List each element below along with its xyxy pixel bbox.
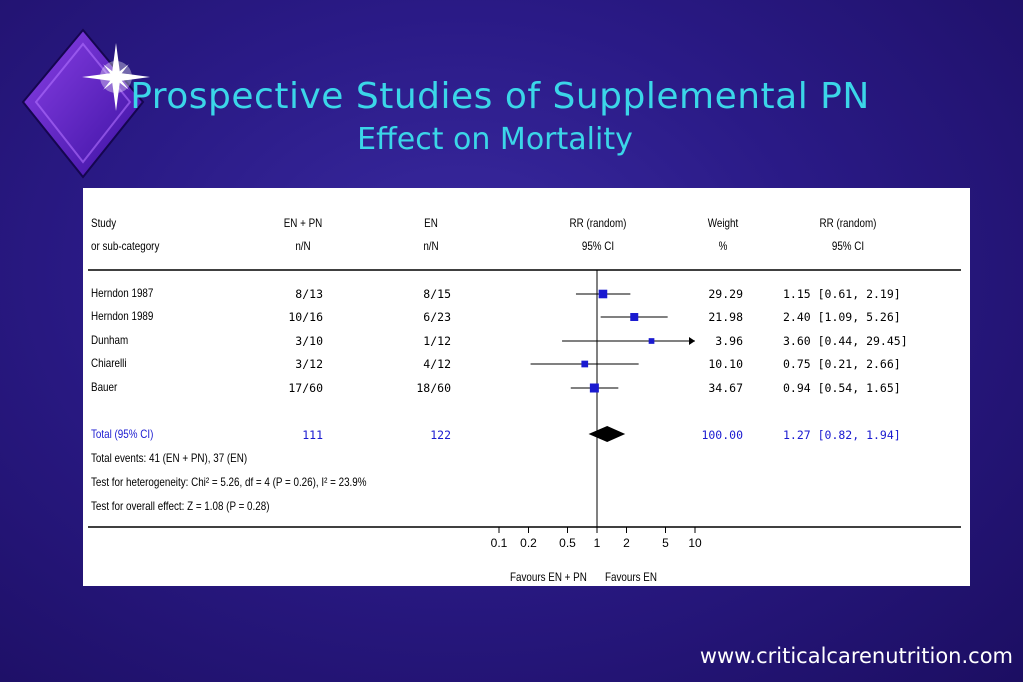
row-study: Chiarelli <box>91 356 127 370</box>
study-marker <box>598 289 608 299</box>
row-weight: 29.29 <box>708 287 743 301</box>
row-study: Dunham <box>91 333 129 347</box>
study-marker <box>630 313 639 321</box>
total-weight: 100.00 <box>701 428 743 442</box>
footer-url: www.criticalcarenutrition.com <box>699 644 1013 668</box>
header-study: Study <box>91 216 117 230</box>
row-study: Herndon 1987 <box>91 286 154 300</box>
row-rr: 3.60 [0.44, 29.45] <box>783 334 908 348</box>
x-tick-label: 0.1 <box>491 536 508 550</box>
x-tick-label: 2 <box>623 536 630 550</box>
total-enpn: 111 <box>302 428 323 442</box>
header-weight: Weight <box>707 216 739 230</box>
header-rr-ci-sub: 95% CI <box>831 239 865 253</box>
total-label: Total (95% CI) <box>91 427 154 441</box>
ci-arrow-icon <box>689 337 695 345</box>
row-rr: 0.94 [0.54, 1.65] <box>783 381 901 395</box>
row-enpn: 3/12 <box>295 357 323 371</box>
header-rr-plot: RR (random) <box>569 216 627 230</box>
row-study: Bauer <box>91 380 118 394</box>
x-tick-label: 5 <box>662 536 669 550</box>
study-marker <box>648 338 655 344</box>
slide-title: Prospective Studies of Supplemental PN <box>130 76 870 117</box>
row-en: 18/60 <box>416 381 451 395</box>
x-tick-label: 0.2 <box>520 536 537 550</box>
row-weight: 34.67 <box>708 381 743 395</box>
header-rr-ci: RR (random) <box>819 216 877 230</box>
x-tick-label: 1 <box>594 536 601 550</box>
row-enpn: 17/60 <box>288 381 323 395</box>
row-study: Herndon 1989 <box>91 309 154 323</box>
row-rr: 2.40 [1.09, 5.26] <box>783 310 901 324</box>
favours-right-label: Favours EN <box>605 570 657 584</box>
header-enpn-sub: n/N <box>295 239 311 253</box>
note-heterogeneity: Test for heterogeneity: Chi² = 5.26, df … <box>91 475 367 489</box>
note-total-events: Total events: 41 (EN + PN), 37 (EN) <box>91 451 248 465</box>
star-diamond-logo <box>21 28 150 179</box>
row-rr: 1.15 [0.61, 2.19] <box>783 287 901 301</box>
row-weight: 10.10 <box>708 357 743 371</box>
x-tick-label: 0.5 <box>559 536 576 550</box>
study-marker <box>589 383 599 393</box>
pooled-diamond <box>588 426 626 442</box>
row-weight: 21.98 <box>708 310 743 324</box>
slide-subtitle: Effect on Mortality <box>357 122 633 157</box>
total-rr: 1.27 [0.82, 1.94] <box>783 428 901 442</box>
study-marker <box>581 360 589 368</box>
forest-plot-panel: 0.1 0.2 0.5 1 2 5 10 Study or sub-category EN … <box>83 188 970 586</box>
sparkle-icon <box>82 43 150 111</box>
note-overall-effect: Test for overall effect: Z = 1.08 (P = 0… <box>91 499 270 513</box>
x-tick-label: 10 <box>688 536 702 550</box>
header-rr-plot-sub: 95% CI <box>581 239 615 253</box>
row-en: 8/15 <box>423 287 451 301</box>
row-enpn: 8/13 <box>295 287 323 301</box>
header-enpn: EN + PN <box>283 216 323 230</box>
row-enpn: 10/16 <box>288 310 323 324</box>
row-en: 4/12 <box>423 357 451 371</box>
total-en: 122 <box>430 428 451 442</box>
row-weight: 3.96 <box>715 334 743 348</box>
header-en-sub: n/N <box>423 239 439 253</box>
row-en: 6/23 <box>423 310 451 324</box>
row-rr: 0.75 [0.21, 2.66] <box>783 357 901 371</box>
header-weight-sub: % <box>718 239 728 253</box>
row-enpn: 3/10 <box>295 334 323 348</box>
header-study-sub: or sub-category <box>91 239 160 253</box>
header-en: EN <box>424 216 438 230</box>
row-en: 1/12 <box>423 334 451 348</box>
favours-left-label: Favours EN + PN <box>510 570 587 584</box>
forest-plot-svg: 0.1 0.2 0.5 1 2 5 10 <box>88 269 961 550</box>
